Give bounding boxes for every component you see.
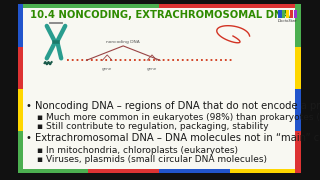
- Bar: [278, 10, 282, 18]
- FancyBboxPatch shape: [18, 4, 301, 173]
- Bar: [230, 169, 301, 173]
- Bar: [18, 169, 88, 173]
- Bar: [88, 169, 159, 173]
- Bar: [286, 10, 289, 18]
- Bar: [18, 4, 23, 47]
- Bar: [294, 10, 297, 18]
- Text: gene: gene: [102, 67, 112, 71]
- Bar: [18, 131, 23, 173]
- Bar: [290, 10, 293, 18]
- Bar: [18, 89, 23, 131]
- Text: ▪ In mitochondria, chloroplasts (eukaryotes): ▪ In mitochondria, chloroplasts (eukaryo…: [37, 146, 238, 155]
- Text: • Noncoding DNA – regions of DNA that do not encode a product: • Noncoding DNA – regions of DNA that do…: [26, 101, 320, 111]
- Bar: [295, 131, 301, 173]
- Bar: [282, 10, 285, 18]
- Text: ▪ Still contribute to regulation, packaging, stability: ▪ Still contribute to regulation, packag…: [37, 122, 268, 131]
- Text: 10.4 NONCODING, EXTRACHROMOSOMAL DNA: 10.4 NONCODING, EXTRACHROMOSOMAL DNA: [30, 10, 290, 20]
- Bar: [295, 4, 301, 47]
- Bar: [295, 47, 301, 89]
- Text: ▪ Much more common in eukaryotes (98%) than prokaryotes (12%): ▪ Much more common in eukaryotes (98%) t…: [37, 112, 320, 122]
- Text: • Extrachromosomal DNA – DNA molecules not in “main” chromosome(s): • Extrachromosomal DNA – DNA molecules n…: [26, 132, 320, 142]
- Text: noncoding DNA: noncoding DNA: [106, 40, 140, 44]
- Bar: [159, 4, 301, 8]
- Bar: [18, 47, 23, 89]
- Text: ▪ Viruses, plasmids (small circular DNA molecules): ▪ Viruses, plasmids (small circular DNA …: [37, 155, 267, 164]
- Bar: [159, 169, 230, 173]
- Text: gene: gene: [147, 67, 157, 71]
- Bar: [18, 4, 159, 8]
- Bar: [295, 89, 301, 131]
- Text: DoctoStar: DoctoStar: [278, 19, 298, 23]
